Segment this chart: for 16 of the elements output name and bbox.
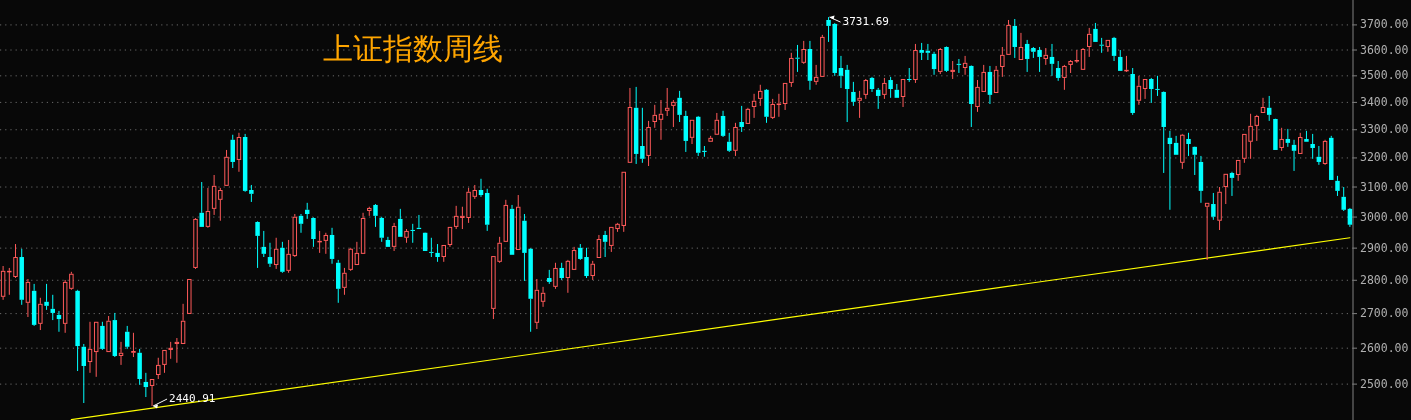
y-tick-label: 3400.00 <box>1360 94 1409 109</box>
y-tick-label: 3000.00 <box>1360 209 1409 224</box>
annotation: 3731.69 <box>842 15 889 29</box>
y-tick-label: 2800.00 <box>1360 272 1409 287</box>
y-tick-label: 3300.00 <box>1360 122 1409 137</box>
annotation: 2440.91 <box>169 392 216 406</box>
y-tick-label: 3200.00 <box>1360 150 1409 165</box>
y-tick-label: 2700.00 <box>1360 306 1409 321</box>
y-tick-label: 2500.00 <box>1360 376 1409 391</box>
y-tick-label: 3600.00 <box>1360 42 1409 57</box>
y-tick-label: 2600.00 <box>1360 340 1409 355</box>
y-tick-label: 2900.00 <box>1360 240 1409 255</box>
text: 上证指数周线 <box>323 30 503 66</box>
y-tick-label: 3100.00 <box>1360 179 1409 194</box>
y-tick-label: 3500.00 <box>1360 68 1409 83</box>
y-tick-label: 3700.00 <box>1360 17 1409 32</box>
